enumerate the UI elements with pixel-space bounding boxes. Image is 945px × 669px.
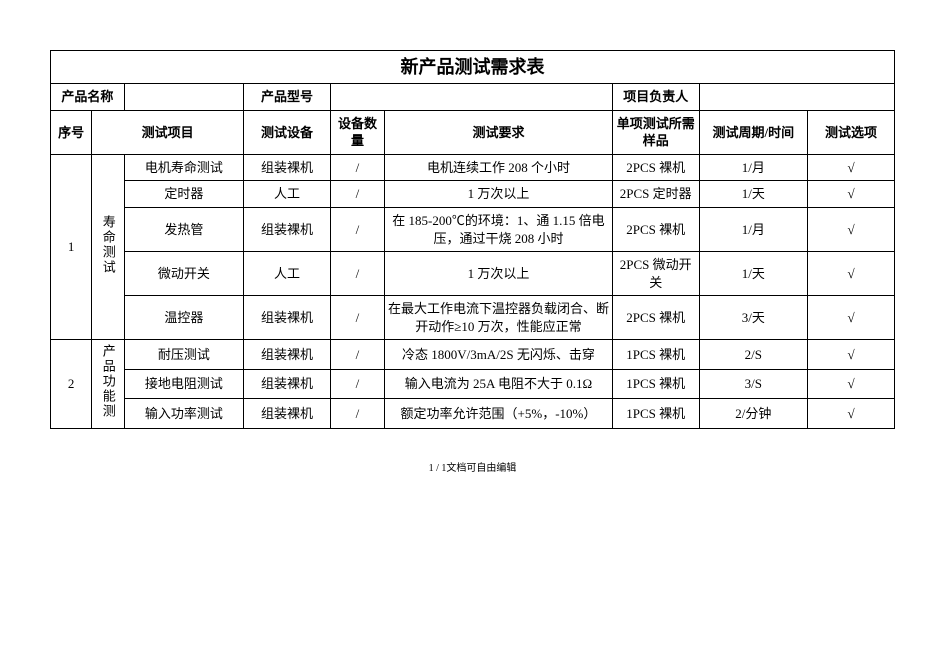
col-cycle: 测试周期/时间 xyxy=(699,110,807,154)
product-name-label: 产品名称 xyxy=(51,84,125,111)
table-row: 温控器 组装裸机 / 在最大工作电流下温控器负载闭合、断开动作≥10 万次，性能… xyxy=(51,296,895,340)
req-cell: 在最大工作电流下温控器负载闭合、断开动作≥10 万次，性能应正常 xyxy=(385,296,613,340)
table-row: 输入功率测试 组装裸机 / 额定功率允许范围（+5%，-10%） 1PCS 裸机… xyxy=(51,399,895,429)
cycle-cell: 1/月 xyxy=(699,154,807,181)
sample-cell: 2PCS 裸机 xyxy=(612,296,699,340)
item-cell: 定时器 xyxy=(124,181,243,208)
option-cell: √ xyxy=(808,340,895,370)
qty-cell: / xyxy=(330,369,384,399)
device-cell: 人工 xyxy=(244,181,331,208)
col-test-item: 测试项目 xyxy=(92,110,244,154)
col-sample: 单项测试所需样品 xyxy=(612,110,699,154)
qty-cell: / xyxy=(330,208,384,252)
device-cell: 组装裸机 xyxy=(244,369,331,399)
device-cell: 组装裸机 xyxy=(244,208,331,252)
col-test-device: 测试设备 xyxy=(244,110,331,154)
group-label-cell: 产品功能测 xyxy=(92,340,125,429)
item-cell: 微动开关 xyxy=(124,252,243,296)
sample-cell: 1PCS 裸机 xyxy=(612,399,699,429)
option-cell: √ xyxy=(808,296,895,340)
product-name-value xyxy=(124,84,243,111)
qty-cell: / xyxy=(330,399,384,429)
device-cell: 组装裸机 xyxy=(244,399,331,429)
table-row: 1 寿命测试 电机寿命测试 组装裸机 / 电机连续工作 208 个小时 2PCS… xyxy=(51,154,895,181)
qty-cell: / xyxy=(330,154,384,181)
table-row: 微动开关 人工 / 1 万次以上 2PCS 微动开关 1/天 √ xyxy=(51,252,895,296)
page-footer: 1 / 1文档可自由编辑 xyxy=(50,459,895,474)
item-cell: 接地电阻测试 xyxy=(124,369,243,399)
product-model-label: 产品型号 xyxy=(244,84,331,111)
seq-cell: 1 xyxy=(51,154,92,339)
req-cell: 电机连续工作 208 个小时 xyxy=(385,154,613,181)
device-cell: 组装裸机 xyxy=(244,296,331,340)
col-seq: 序号 xyxy=(51,110,92,154)
cycle-cell: 1/天 xyxy=(699,181,807,208)
req-cell: 1 万次以上 xyxy=(385,252,613,296)
qty-cell: / xyxy=(330,252,384,296)
item-cell: 发热管 xyxy=(124,208,243,252)
device-cell: 组装裸机 xyxy=(244,340,331,370)
sample-cell: 2PCS 定时器 xyxy=(612,181,699,208)
document-page: 新产品测试需求表 产品名称 产品型号 项目负责人 序号 测试项目 测试设备 设备… xyxy=(0,0,945,484)
title-row: 新产品测试需求表 xyxy=(51,51,895,84)
device-cell: 组装裸机 xyxy=(244,154,331,181)
item-cell: 温控器 xyxy=(124,296,243,340)
meta-row: 产品名称 产品型号 项目负责人 xyxy=(51,84,895,111)
group-label-text: 产品功能测 xyxy=(99,344,117,419)
sample-cell: 2PCS 裸机 xyxy=(612,208,699,252)
col-test-req: 测试要求 xyxy=(385,110,613,154)
table-row: 2 产品功能测 耐压测试 组装裸机 / 冷态 1800V/3mA/2S 无闪烁、… xyxy=(51,340,895,370)
table-row: 发热管 组装裸机 / 在 185-200℃的环境：1、通 1.15 倍电压，通过… xyxy=(51,208,895,252)
option-cell: √ xyxy=(808,208,895,252)
qty-cell: / xyxy=(330,181,384,208)
req-cell: 在 185-200℃的环境：1、通 1.15 倍电压，通过干烧 208 小时 xyxy=(385,208,613,252)
device-cell: 人工 xyxy=(244,252,331,296)
item-cell: 耐压测试 xyxy=(124,340,243,370)
group-label-text: 寿命测试 xyxy=(99,215,117,275)
cycle-cell: 3/天 xyxy=(699,296,807,340)
qty-cell: / xyxy=(330,340,384,370)
sample-cell: 1PCS 裸机 xyxy=(612,340,699,370)
req-cell: 额定功率允许范围（+5%，-10%） xyxy=(385,399,613,429)
req-cell: 冷态 1800V/3mA/2S 无闪烁、击穿 xyxy=(385,340,613,370)
option-cell: √ xyxy=(808,252,895,296)
column-header-row: 序号 测试项目 测试设备 设备数量 测试要求 单项测试所需样品 测试周期/时间 … xyxy=(51,110,895,154)
project-owner-value xyxy=(699,84,894,111)
option-cell: √ xyxy=(808,399,895,429)
option-cell: √ xyxy=(808,181,895,208)
sample-cell: 2PCS 微动开关 xyxy=(612,252,699,296)
col-device-qty: 设备数量 xyxy=(330,110,384,154)
sample-cell: 1PCS 裸机 xyxy=(612,369,699,399)
cycle-cell: 3/S xyxy=(699,369,807,399)
cycle-cell: 1/月 xyxy=(699,208,807,252)
item-cell: 输入功率测试 xyxy=(124,399,243,429)
project-owner-label: 项目负责人 xyxy=(612,84,699,111)
req-cell: 1 万次以上 xyxy=(385,181,613,208)
requirements-table: 新产品测试需求表 产品名称 产品型号 项目负责人 序号 测试项目 测试设备 设备… xyxy=(50,50,895,429)
col-option: 测试选项 xyxy=(808,110,895,154)
table-row: 定时器 人工 / 1 万次以上 2PCS 定时器 1/天 √ xyxy=(51,181,895,208)
group-label-cell: 寿命测试 xyxy=(92,154,125,339)
item-cell: 电机寿命测试 xyxy=(124,154,243,181)
table-row: 接地电阻测试 组装裸机 / 输入电流为 25A 电阻不大于 0.1Ω 1PCS … xyxy=(51,369,895,399)
option-cell: √ xyxy=(808,154,895,181)
product-model-value xyxy=(330,84,612,111)
qty-cell: / xyxy=(330,296,384,340)
req-cell: 输入电流为 25A 电阻不大于 0.1Ω xyxy=(385,369,613,399)
sample-cell: 2PCS 裸机 xyxy=(612,154,699,181)
seq-cell: 2 xyxy=(51,340,92,429)
cycle-cell: 2/分钟 xyxy=(699,399,807,429)
doc-title: 新产品测试需求表 xyxy=(51,51,895,84)
option-cell: √ xyxy=(808,369,895,399)
cycle-cell: 2/S xyxy=(699,340,807,370)
cycle-cell: 1/天 xyxy=(699,252,807,296)
